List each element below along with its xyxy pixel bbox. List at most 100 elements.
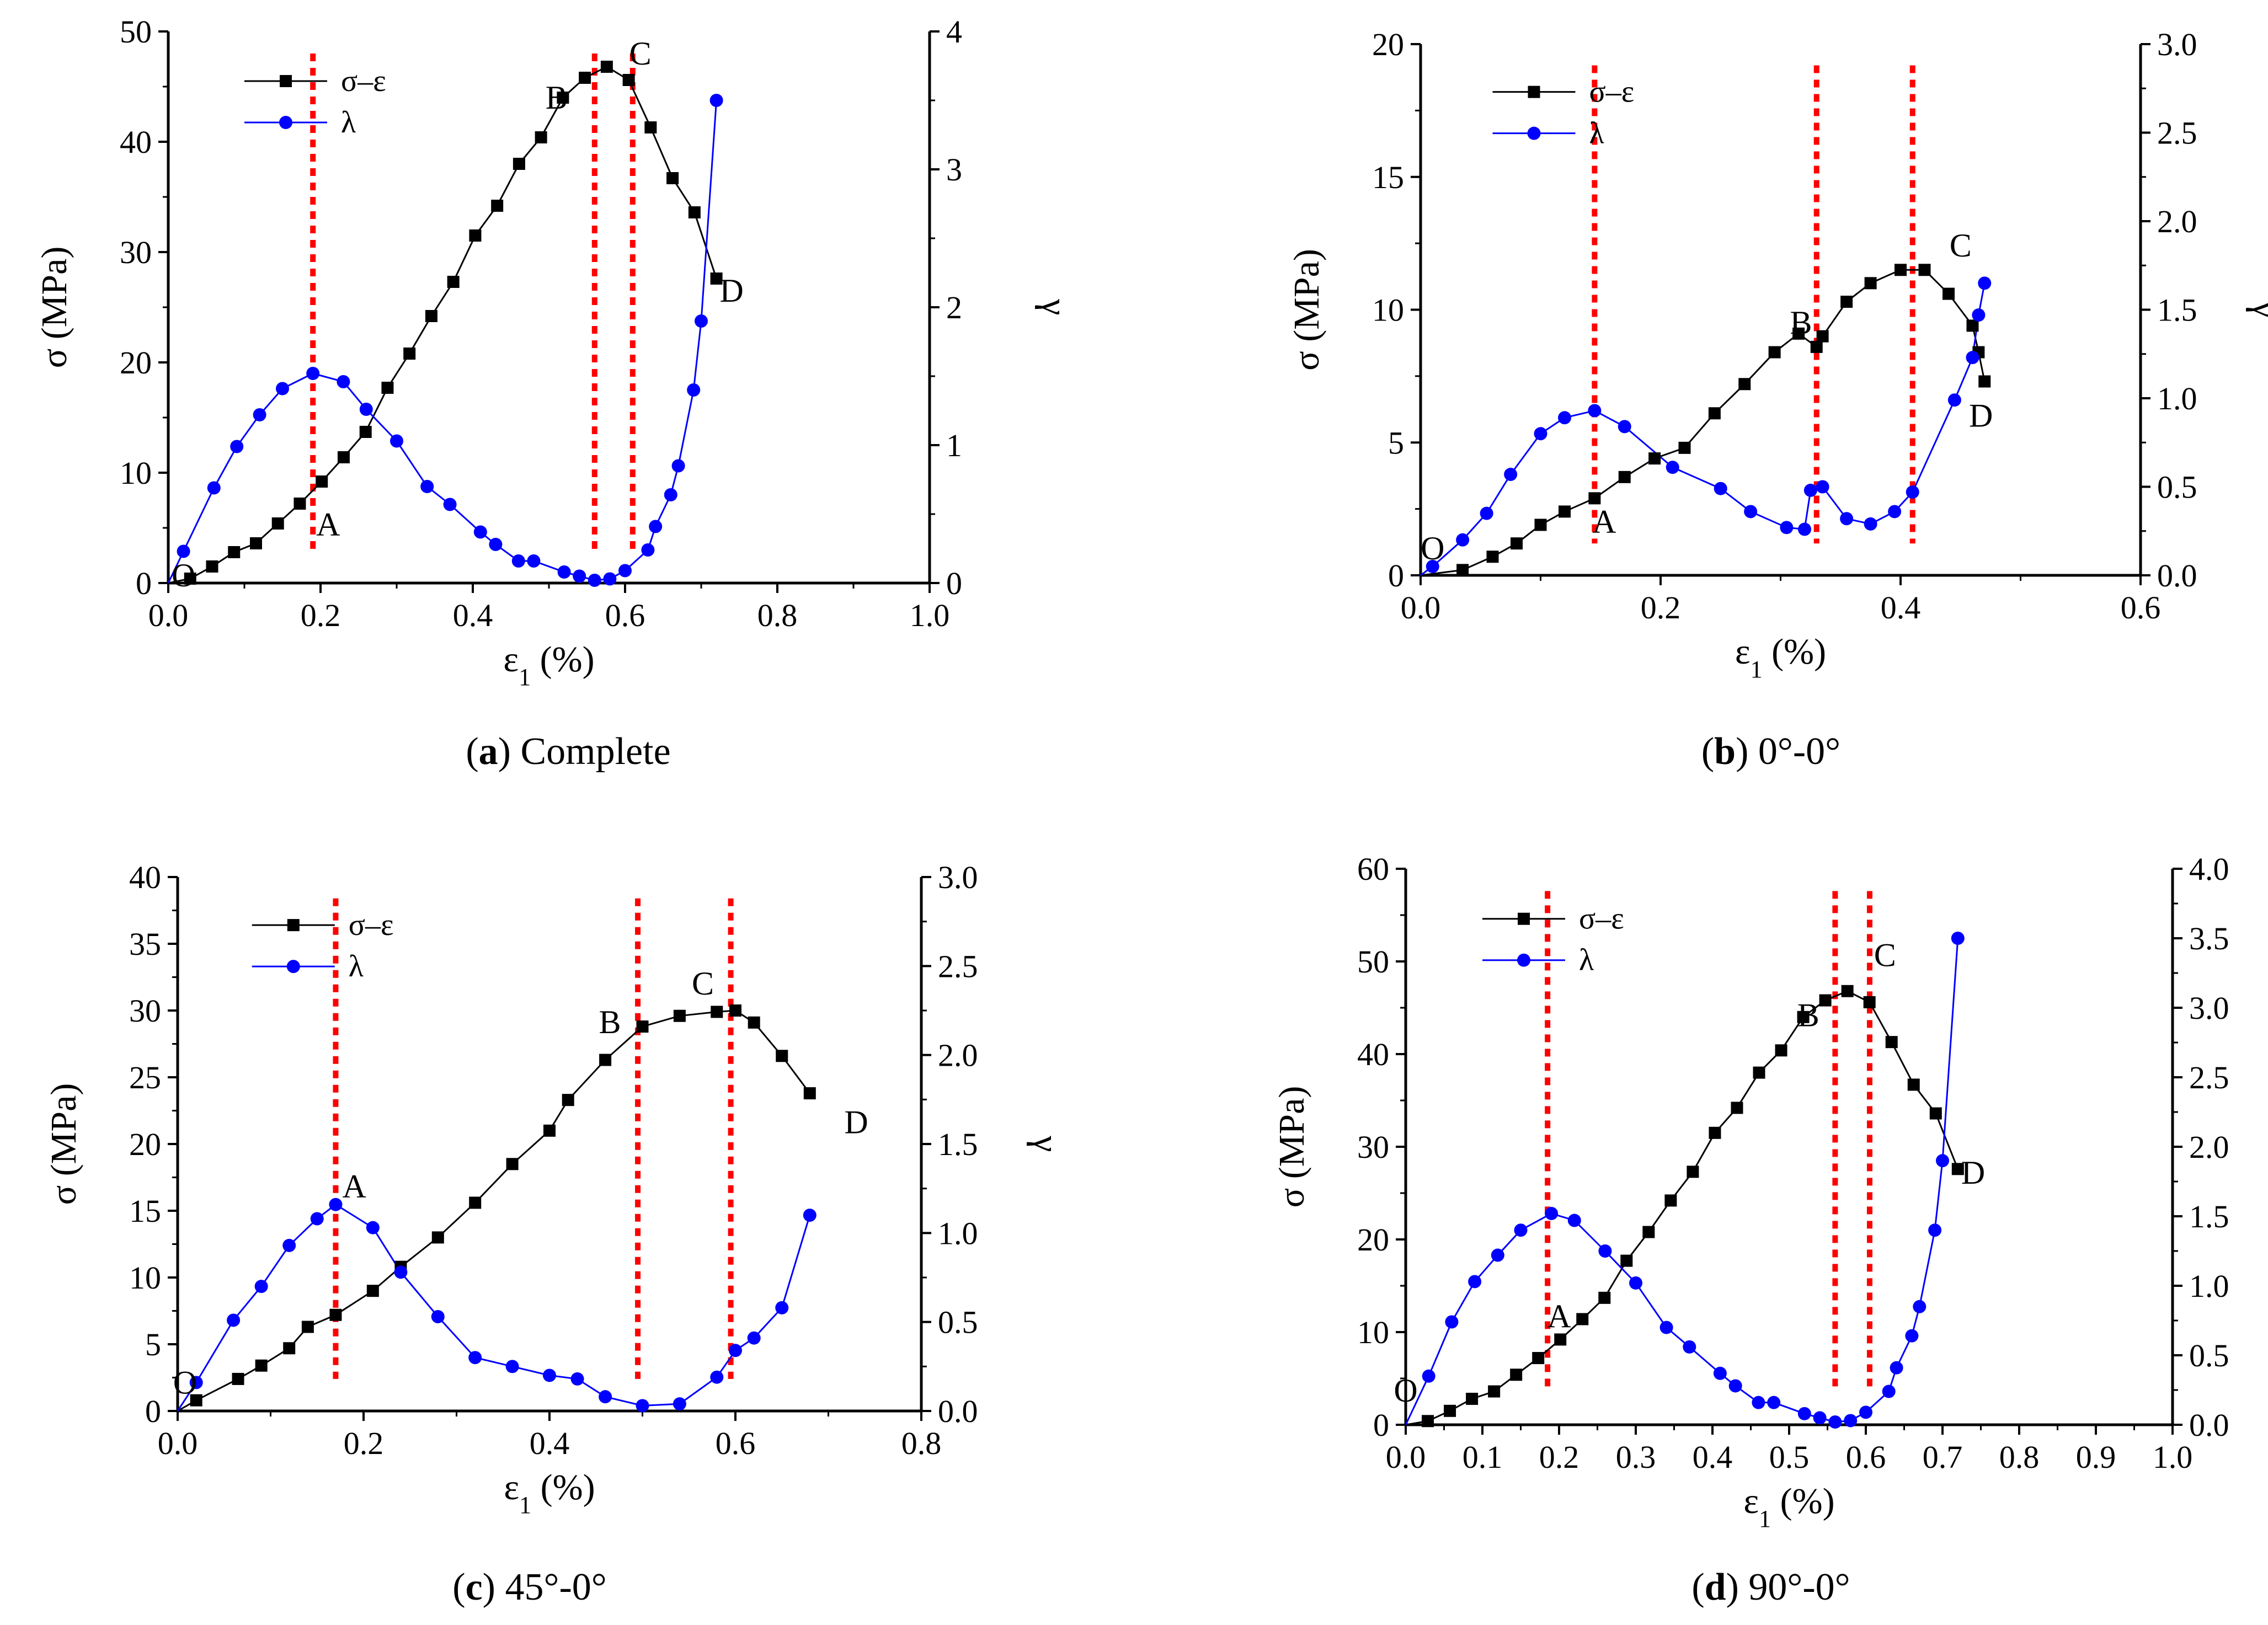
lambda-line [177,1203,811,1412]
stress-strain-point [1678,441,1691,454]
legend-lambda-label: λ [341,105,356,140]
y-tick-label: 50 [1357,944,1389,980]
stress-strain-point [1532,1352,1545,1365]
y2-tick-label: 2.0 [2189,1129,2229,1165]
x-axis-label-main: ε [503,639,519,680]
y2-tick-label: 2 [946,290,962,325]
stress-strain-point [535,131,547,143]
lambda-point [1780,521,1794,534]
lambda-point [573,569,586,583]
point-label-a: A [1592,504,1616,540]
x-tick-label: 0.5 [1769,1439,1810,1475]
lambda-point [1629,1276,1642,1290]
stress-strain-point [1456,564,1469,576]
point-label-d: D [1961,1154,1985,1191]
x-tick-label: 0.9 [2076,1439,2116,1475]
y-tick-label: 30 [1357,1129,1389,1165]
lambda-point [282,1238,296,1252]
y2-tick-label: 1.5 [938,1126,978,1162]
lambda-point [710,1370,724,1384]
y2-tick-label: 0.0 [938,1393,978,1429]
stress-strain-point [729,1004,741,1017]
stress-strain-point [1422,1415,1434,1428]
caption-paren-open: ( [1691,1566,1704,1608]
lambda-point [276,382,289,395]
lambda-point [431,1309,445,1323]
lambda-point [1797,1407,1811,1420]
caption-paren-close: ) [498,730,511,773]
y-tick-label: 40 [1357,1036,1389,1072]
y-tick-label: 10 [120,455,152,491]
lambda-point [1936,1154,1949,1168]
y2-tick-label: 0.5 [2189,1338,2229,1373]
lambda-point [1567,1214,1581,1227]
stress-strain-point [599,1054,612,1066]
x-tick-label: 0.4 [530,1425,570,1461]
stress-strain-point [184,573,196,585]
y2-tick-label: 3.0 [2157,26,2197,62]
lambda-point [1752,1396,1765,1409]
y-tick-label: 20 [129,1126,161,1162]
y2-tick-label: 2.5 [2157,115,2197,151]
lambda-point [803,1209,817,1222]
x-tick-label: 1.0 [910,597,950,633]
point-label-o: O [173,1365,197,1401]
stress-strain-point [513,158,525,170]
lambda-point [747,1331,761,1345]
y-tick-label: 10 [1372,292,1404,328]
stress-strain-point [557,92,569,104]
x-axis-label: ε1 (%) [1735,632,1826,683]
x-tick-label: 0.6 [1846,1439,1886,1475]
lambda-point [1813,1411,1827,1425]
lambda-point [1906,485,1919,499]
y-tick-label: 60 [1357,851,1389,887]
x-axis-label-main: ε [1743,1481,1759,1521]
y-tick-label: 0 [136,565,152,601]
lambda-point [329,1198,343,1211]
stress-strain-point [1864,277,1877,290]
y2-tick-label: 3 [946,152,962,188]
y2-tick-label: 1.0 [938,1215,978,1251]
x-tick-label: 0.7 [1923,1439,1963,1475]
legend-stress-label: σ–ε [341,64,386,98]
legend-lambda-label: λ [1579,943,1594,977]
point-label-b: B [599,1004,621,1040]
stress-strain-point [776,1050,788,1062]
x-tick-label: 0.0 [148,597,189,633]
stress-strain-point [803,1087,816,1100]
lambda-point [306,367,320,380]
lambda-point [1951,932,1965,945]
x-tick-label: 0.8 [901,1425,942,1461]
lambda-point [1928,1223,1942,1237]
x-tick-label: 0.3 [1616,1439,1656,1475]
lambda-point [1844,1414,1858,1428]
y2-tick-label: 1.5 [2157,292,2197,328]
lambda-point [420,480,434,493]
lambda-point [1491,1248,1504,1262]
panel-caption: (c) 45°-0° [452,1566,607,1608]
x-axis-label-subscript: 1 [1751,656,1763,683]
stress-strain-point [622,74,635,86]
stress-strain-point [301,1321,314,1333]
lambda-point [1890,1361,1903,1375]
lambda-point [390,434,403,448]
x-axis-label: ε1 (%) [503,639,594,691]
legend-lambda-marker [1517,953,1530,967]
stress-strain-point [1792,327,1805,340]
lambda-point [1545,1206,1559,1220]
x-axis-label-unit: (%) [1763,632,1826,672]
stress-strain-point [425,310,437,322]
x-tick-label: 0.6 [716,1425,756,1461]
stress-strain-point [1978,375,1991,388]
stress-strain-point [1816,330,1829,343]
y-tick-label: 10 [1357,1314,1389,1350]
legend-stress-marker [1528,85,1540,98]
stress-strain-point [469,229,482,242]
stress-strain-point [1588,492,1601,505]
y-tick-label: 0 [1388,558,1404,594]
y2-axis-label: γ [1026,1135,1066,1152]
lambda-point [1426,559,1439,573]
y2-tick-label: 3.0 [938,859,978,895]
stress-strain-point [543,1124,556,1137]
